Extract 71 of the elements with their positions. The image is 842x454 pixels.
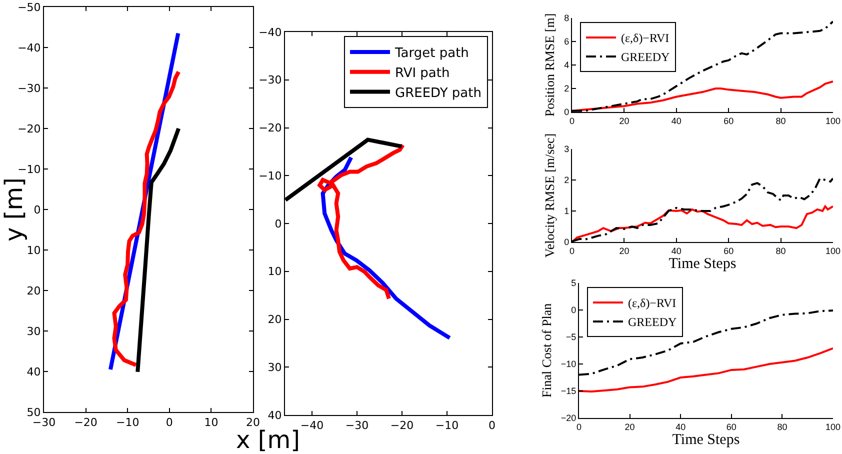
y-tick-label: 5 bbox=[571, 278, 576, 288]
legend-label: GREEDY bbox=[628, 315, 677, 330]
y-tick-label: −40 bbox=[18, 41, 41, 54]
x-tick-label: 20 bbox=[624, 422, 635, 432]
y-tick-label: 40 bbox=[26, 365, 41, 378]
y-tick-label: −30 bbox=[18, 82, 41, 95]
y-axis-title: y [m] bbox=[0, 178, 28, 242]
legend-label: (ε,δ)−RVI bbox=[628, 296, 676, 310]
x-tick-label: −40 bbox=[300, 419, 324, 432]
x-tick-label: 100 bbox=[825, 246, 841, 256]
y-axis-title: Velocity RMSE [m/sec] bbox=[542, 133, 558, 258]
y-tick-label: 1 bbox=[564, 206, 570, 216]
x-tick-label: 100 bbox=[825, 116, 841, 126]
x-tick-label: 60 bbox=[724, 116, 734, 126]
y-tick-label: 0 bbox=[34, 203, 41, 216]
x-tick-label: −10 bbox=[435, 419, 459, 432]
x-tick-label: 80 bbox=[776, 246, 786, 256]
y-tick-label: −10 bbox=[560, 359, 576, 370]
y-tick-label: 50 bbox=[26, 406, 41, 419]
y-tick-label: −5 bbox=[566, 332, 576, 342]
legend-label: RVI path bbox=[395, 66, 450, 81]
legend-label: (ε,δ)−RVI bbox=[621, 31, 670, 46]
legend-label: Target path bbox=[394, 46, 469, 62]
y-tick-label: −50 bbox=[18, 0, 41, 14]
y-tick-label: −40 bbox=[258, 26, 282, 39]
x-tick-label: 40 bbox=[671, 116, 682, 126]
y-tick-label: 20 bbox=[26, 284, 41, 298]
x-tick-label: −10 bbox=[116, 416, 140, 430]
y-axis-title: Position RMSE [m] bbox=[542, 13, 558, 117]
y-tick-label: 2 bbox=[564, 175, 570, 186]
y-tick-label: −30 bbox=[258, 74, 282, 87]
line-series bbox=[579, 347, 833, 393]
x-tick-label: 40 bbox=[671, 246, 682, 256]
x-tick-label: 80 bbox=[777, 422, 788, 432]
y-tick-label: 10 bbox=[268, 265, 282, 278]
x-tick-label: −20 bbox=[390, 419, 414, 432]
x-axis-title: Time Steps bbox=[668, 256, 736, 272]
y-tick-label: 0 bbox=[564, 237, 570, 248]
x-tick-label: 0 bbox=[488, 419, 496, 432]
x-tick-label: 40 bbox=[676, 422, 686, 432]
x-tick-label: −30 bbox=[345, 419, 369, 432]
y-tick-label: 30 bbox=[26, 324, 41, 338]
line-series bbox=[112, 70, 181, 368]
x-tick-label: 20 bbox=[619, 116, 630, 126]
legend-label: GREEDY path bbox=[395, 86, 482, 101]
y-tick-label: 6 bbox=[564, 36, 570, 47]
y-tick-label: 2 bbox=[564, 84, 570, 94]
y-axis-title: Final Cost of Plan bbox=[538, 302, 554, 398]
y-tick-label: 0 bbox=[274, 217, 282, 230]
x-tick-label: 100 bbox=[825, 422, 841, 432]
line-series bbox=[318, 142, 405, 301]
x-tick-label: 60 bbox=[724, 246, 734, 256]
x-axis-title: Time Steps bbox=[672, 432, 740, 448]
legend-label: GREEDY bbox=[621, 50, 670, 64]
x-tick-label: 0 bbox=[166, 416, 173, 430]
x-tick-label: 60 bbox=[726, 422, 736, 432]
y-tick-label: 20 bbox=[268, 313, 282, 326]
line-series bbox=[136, 126, 181, 374]
y-tick-label: 8 bbox=[564, 13, 570, 24]
y-tick-label: 0 bbox=[564, 107, 570, 118]
x-tick-label: 10 bbox=[204, 416, 218, 430]
x-tick-label: 80 bbox=[776, 116, 786, 126]
y-tick-label: −10 bbox=[18, 162, 41, 176]
y-tick-label: 30 bbox=[268, 360, 282, 374]
x-tick-label: 20 bbox=[619, 246, 630, 256]
y-tick-label: −10 bbox=[258, 169, 282, 182]
y-tick-label: 0 bbox=[571, 305, 576, 316]
x-tick-label: −20 bbox=[74, 416, 98, 430]
y-tick-label: 4 bbox=[564, 60, 570, 70]
y-tick-label: −15 bbox=[560, 386, 576, 396]
y-tick-label: 3 bbox=[564, 144, 570, 154]
